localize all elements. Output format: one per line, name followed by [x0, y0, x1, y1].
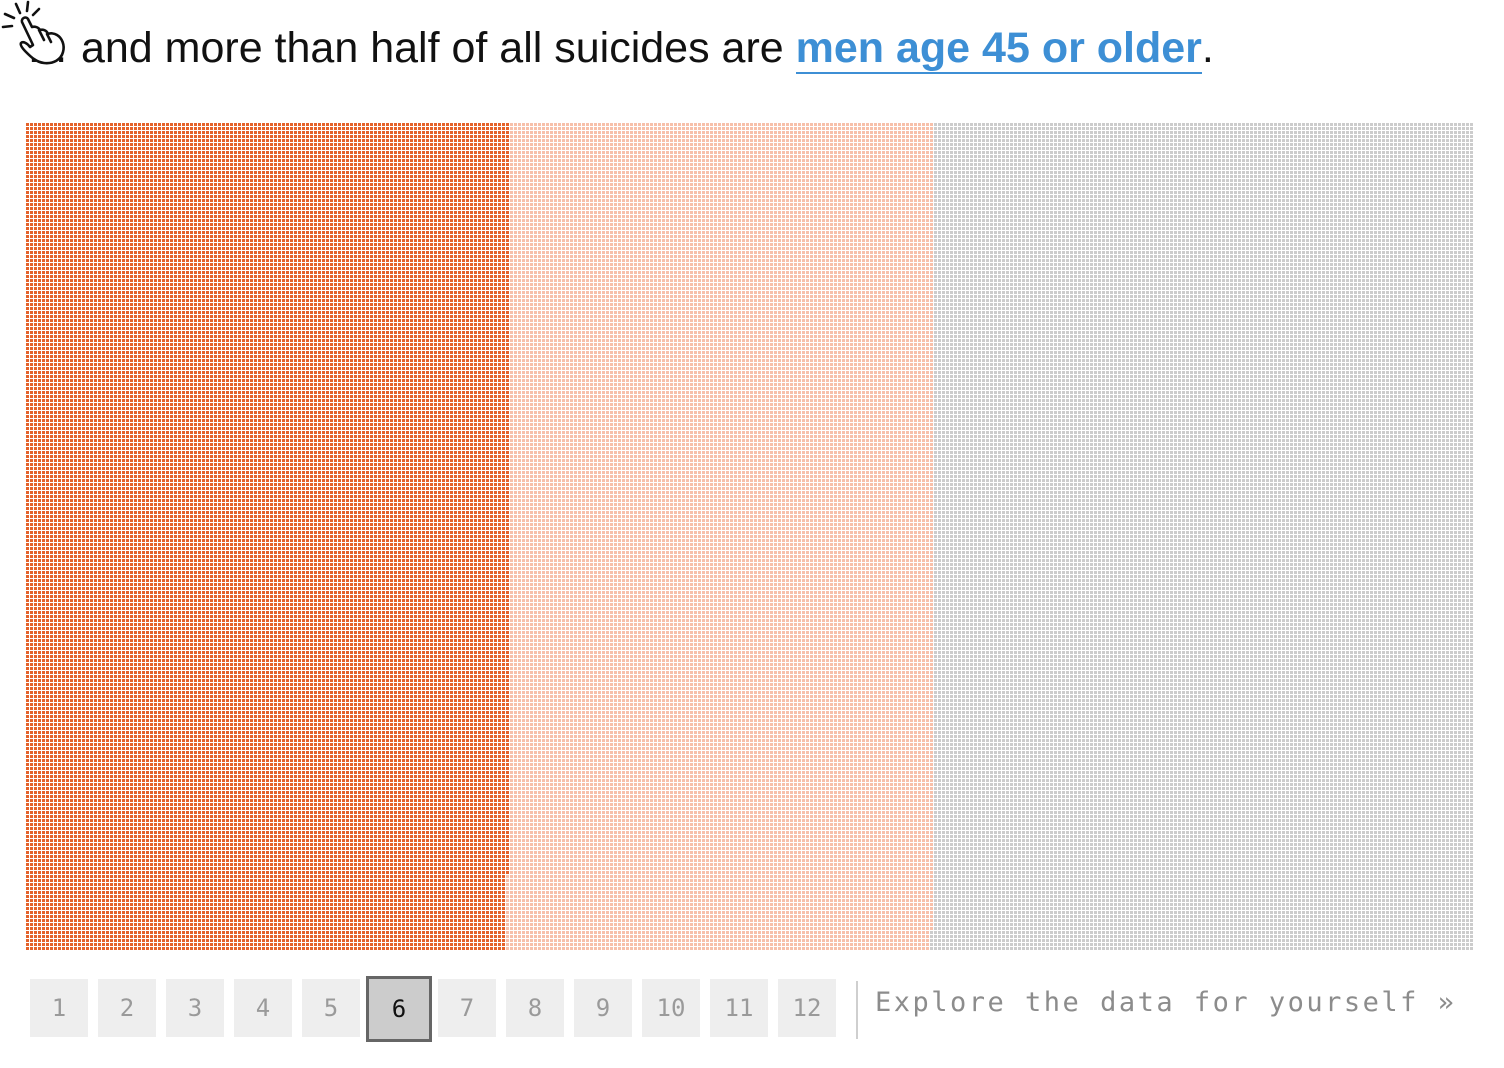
waffle-chart [0, 0, 1474, 951]
waffle-chart-svg [26, 123, 1474, 951]
pagination-divider [856, 981, 858, 1039]
waffle-segment-2 [506, 123, 934, 951]
page-button-4[interactable]: 4 [234, 979, 292, 1037]
page-button-1[interactable]: 1 [30, 979, 88, 1037]
page-button-8[interactable]: 8 [506, 979, 564, 1037]
waffle-segment-1 [26, 123, 510, 951]
page-button-7[interactable]: 7 [438, 979, 496, 1037]
explore-data-link[interactable]: Explore the data for yourself » [875, 987, 1457, 1018]
page-button-10[interactable]: 10 [642, 979, 700, 1037]
page-button-9[interactable]: 9 [574, 979, 632, 1037]
page-button-5[interactable]: 5 [302, 979, 360, 1037]
tap-hand-icon[interactable] [0, 0, 70, 66]
page-button-3[interactable]: 3 [166, 979, 224, 1037]
headline-link[interactable]: men age 45 or older [795, 24, 1202, 74]
page-button-12[interactable]: 12 [778, 979, 836, 1037]
headline-period: . [1201, 24, 1214, 72]
headline-text: … and more than half of all suicides are [26, 24, 796, 72]
page-button-2[interactable]: 2 [98, 979, 156, 1037]
headline: … and more than half of all suicides are… [26, 14, 1214, 82]
page-button-6[interactable]: 6 [366, 976, 432, 1042]
waffle-segment-3 [930, 123, 1474, 951]
page-button-11[interactable]: 11 [710, 979, 768, 1037]
